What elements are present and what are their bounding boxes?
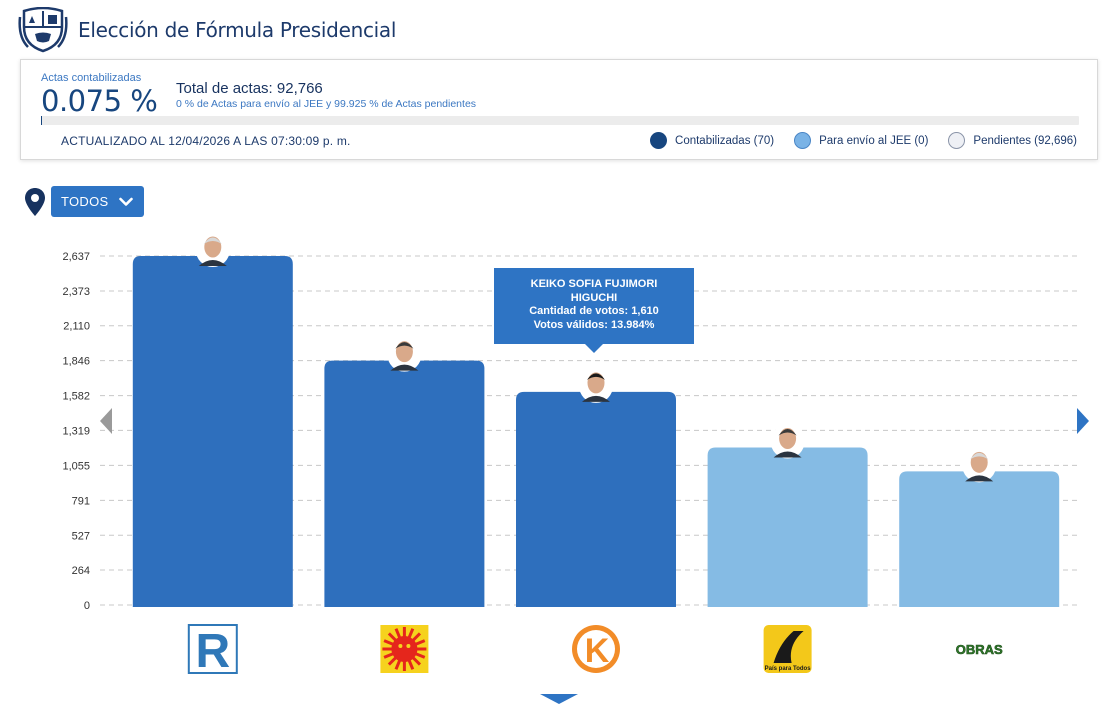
votes-bar-chart: 0 264 527 791 1,055 1,319 1,582 1,846 2,110 2,373… [62,233,1078,678]
actas-progress-bar [41,116,1079,125]
party-logo-5: OBRAS [955,642,1003,658]
expand-down-arrow-icon[interactable] [540,694,578,704]
tooltip-name-line2: HIGUCHI [570,291,618,304]
y-tick-label: 264 [72,565,90,577]
candidate-photo-1 [195,233,230,267]
legend-dot-jee [794,132,812,149]
y-tick-label: 1,582 [62,391,90,403]
bar-3 [516,391,676,607]
chart-prev-arrow-icon[interactable] [100,408,112,434]
updated-timestamp: ACTUALIZADO AL 12/04/2026 A LAS 07:30:09… [61,134,351,148]
candidate-tooltip: KEIKO SOFIA FUJIMORI HIGUCHI Cantidad de… [494,268,694,353]
legend-dot-pendientes [948,132,966,149]
logo-road [773,631,804,663]
logo-text: R [195,625,230,678]
peru-coat-of-arms-icon [18,7,68,53]
candidate-photo-5 [962,448,997,483]
sun-eye [406,644,411,648]
logo-text: K [585,632,610,670]
logo-text: OBRAS [956,642,1003,657]
photo-shoulders [582,395,610,402]
photo-face [587,372,605,394]
legend-label: Contabilizadas (70) [675,134,775,147]
legend-item-pendientes: Pendientes (92,696) [948,132,1077,149]
y-tick-label: 527 [72,530,90,542]
actas-percent: 0.075 % [41,84,158,118]
bar-2 [324,360,485,607]
legend-item-contabilizadas: Contabilizadas (70) [650,132,774,149]
region-filter-dropdown[interactable]: TODOS [51,186,144,217]
candidate-photo-2 [387,337,422,372]
party-logo-4: País para Todos [763,625,812,673]
y-tick-label: 1,846 [62,356,90,368]
photo-face [779,428,797,450]
photo-hair [778,429,797,436]
bar-5 [899,471,1060,607]
sun-eye [398,644,403,648]
y-tick-label: 2,373 [62,286,90,298]
photo-shoulders [390,364,419,371]
tooltip-votes: Cantidad de votos: 1,610 [529,305,659,317]
candidate-photo-4 [770,424,805,459]
bar-4 [707,447,868,607]
actas-label: Actas contabilizadas [41,72,142,84]
bar-1 [132,256,293,607]
photo-face [395,341,413,363]
photo-face [970,451,988,473]
actas-progress-fill [41,116,43,125]
tooltip-valid-votes: Votos válidos: 13.984% [533,318,655,331]
party-logo-2 [380,625,429,673]
photo-hair [203,237,222,244]
page-title: Elección de Fórmula Presidencial [78,18,397,42]
logo-inner [577,630,615,668]
total-actas: Total de actas: 92,766 [176,80,323,97]
legend-label: Para envío al JEE (0) [819,134,929,147]
party-logo-1: R [187,624,238,678]
photo-shoulders [965,475,994,482]
logo-text: País para Todos [765,666,812,672]
y-tick-label: 2,637 [62,251,90,263]
page-header: Elección de Fórmula Presidencial [18,6,396,54]
photo-shoulders [198,260,227,266]
actas-summary-card: Actas contabilizadas 0.075 % Total de ac… [20,59,1098,160]
y-tick-label: 2,110 [63,321,90,333]
actas-legend: Contabilizadas (70) Para envío al JEE (0… [630,132,1077,149]
region-filter-label: TODOS [61,194,109,209]
y-tick-label: 0 [84,600,90,612]
photo-face [204,236,222,258]
location-pin-icon [25,188,45,216]
y-tick-label: 1,319 [62,425,90,437]
candidate-photo-3 [579,368,613,403]
chart-next-arrow-icon[interactable] [1077,408,1089,434]
tooltip-name-line1: KEIKO SOFIA FUJIMORI [530,278,658,290]
y-tick-label: 791 [72,495,90,507]
party-logo-3: K [572,625,620,673]
sun-face [391,636,418,662]
y-tick-label: 1,055 [62,460,90,472]
legend-dot-contabilizadas [650,132,668,149]
legend-label: Pendientes (92,696) [973,134,1077,147]
actas-subtitle: 0 % de Actas para envío al JEE y 99.925 … [176,98,477,110]
photo-hair [587,373,605,380]
photo-hair [395,342,414,349]
photo-shoulders [773,451,802,458]
legend-item-jee: Para envío al JEE (0) [794,132,928,149]
logo-frame [187,624,238,674]
chevron-down-icon [118,197,133,206]
photo-hair [970,452,989,460]
